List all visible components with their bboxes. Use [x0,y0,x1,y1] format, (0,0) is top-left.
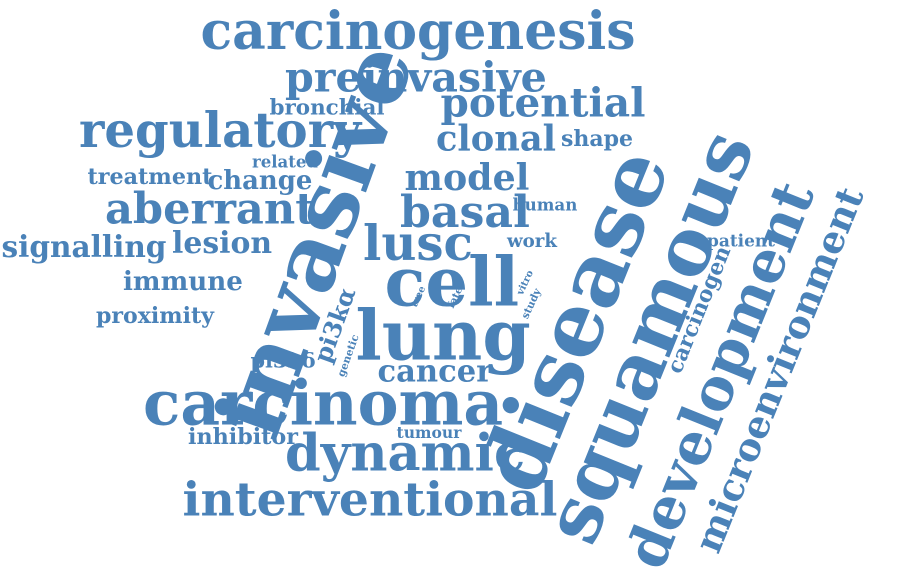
word-lung: lung [355,295,531,377]
word-proximity: proximity [96,303,214,329]
word-potential: potential [440,78,646,127]
word-cell: cell [384,242,520,322]
word-inhibitor: inhibitor [188,424,298,450]
word-human: human [512,194,578,215]
word-basal: basal [400,186,530,238]
word-signalling: signalling [1,229,167,264]
word-preinvasive: preinvasive [285,52,547,102]
word-shape: shape [561,126,634,152]
word-regulatory: regulatory [79,103,362,159]
word-treatment: treatment [87,164,213,190]
word-dynamic: dynamic [285,423,526,484]
word-pi3k-delta: pi3kδ [250,348,316,373]
word-cancer: cancer [377,353,493,390]
word-interventional: interventional [182,472,558,528]
word-clonal: clonal [436,118,557,160]
word-immune: immune [123,266,243,297]
word-lusc: lusc [363,216,473,272]
word-lesion: lesion [172,226,273,261]
word-change: change [207,166,313,196]
word-tumour: tumour [396,423,462,442]
word-carcinogenesis: carcinogenesis [200,1,636,62]
word-work: work [507,231,557,252]
word-model: model [404,156,530,199]
word-carcinoma: carcinoma [143,367,504,440]
word-aberrant: aberrant [105,184,316,235]
word-related: related [252,151,318,172]
word-bronchial: bronchial [269,95,385,121]
word-patient: patient [707,230,775,251]
